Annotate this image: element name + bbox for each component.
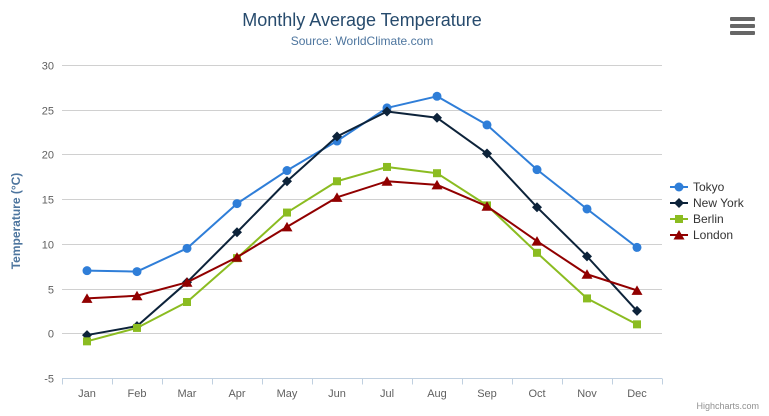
data-point-tokyo[interactable] [532, 165, 542, 175]
legend-item-berlin[interactable]: Berlin [670, 211, 744, 227]
data-point-tokyo[interactable] [132, 267, 142, 277]
data-point-berlin[interactable] [183, 297, 191, 306]
x-axis-label: May [277, 388, 298, 400]
chart-subtitle: Source: WorldClimate.com [290, 34, 434, 48]
data-point-new-york[interactable] [532, 202, 542, 213]
data-point-tokyo[interactable] [632, 242, 642, 252]
data-point-london[interactable] [581, 269, 593, 279]
chart-title: Monthly Average Temperature [242, 10, 482, 30]
data-point-new-york[interactable] [432, 112, 442, 123]
data-point-london[interactable] [381, 176, 393, 186]
y-axis-tick-label: 15 [42, 195, 54, 207]
data-point-new-york[interactable] [332, 131, 342, 142]
data-point-berlin[interactable] [283, 208, 291, 217]
data-point-berlin[interactable] [333, 177, 341, 186]
data-point-london[interactable] [331, 192, 343, 202]
data-point-berlin[interactable] [633, 320, 641, 329]
data-point-tokyo[interactable] [482, 120, 492, 130]
y-axis-tick-label: 30 [42, 61, 54, 73]
x-axis-label: Apr [228, 388, 245, 400]
data-point-london[interactable] [131, 290, 143, 301]
data-point-new-york[interactable] [582, 251, 592, 262]
x-axis-label: Feb [128, 388, 147, 400]
hamburger-icon [730, 17, 755, 21]
x-axis-label: Jul [380, 388, 394, 400]
legend-item-new-york[interactable]: New York [670, 195, 744, 211]
x-axis-label: Aug [427, 388, 447, 400]
x-axis-label: Jun [328, 388, 346, 400]
data-point-london[interactable] [81, 293, 93, 303]
legend-symbol-square-icon [670, 215, 688, 223]
legend-label: New York [693, 196, 744, 210]
data-point-tokyo[interactable] [232, 199, 242, 209]
legend-item-london[interactable]: London [670, 227, 744, 243]
data-point-new-york[interactable] [382, 106, 392, 117]
export-menu-button[interactable] [730, 17, 755, 35]
y-axis-title: Temperature (°C) [9, 172, 23, 270]
legend-label: London [693, 228, 734, 242]
legend-item-tokyo[interactable]: Tokyo [670, 179, 744, 195]
y-axis-tick-label: 10 [42, 240, 54, 252]
data-point-berlin[interactable] [433, 169, 441, 178]
x-axis-label: Nov [577, 388, 597, 400]
x-axis-label: Jan [78, 388, 96, 400]
highcharts-credit[interactable]: Highcharts.com [696, 401, 759, 411]
series-line-new-york[interactable] [86, 110, 638, 337]
data-point-berlin[interactable] [383, 162, 391, 171]
y-axis-tick-label: 0 [48, 329, 54, 341]
data-point-london[interactable] [631, 285, 643, 295]
x-axis-label: Dec [627, 388, 647, 400]
data-point-new-york[interactable] [282, 176, 292, 187]
legend-symbol-triangle-icon [670, 230, 688, 240]
x-axis-label: Sep [477, 388, 497, 400]
legend-symbol-circle-icon [670, 182, 688, 192]
legend: Tokyo New York Berlin London [670, 179, 744, 243]
y-axis-tick-label: 25 [42, 106, 54, 118]
y-axis-tick-label: 5 [48, 285, 54, 297]
series-line-london[interactable] [86, 180, 638, 300]
data-point-london[interactable] [431, 179, 443, 190]
data-point-new-york[interactable] [632, 305, 642, 316]
data-point-london[interactable] [531, 236, 543, 246]
data-point-tokyo[interactable] [182, 243, 192, 253]
data-point-berlin[interactable] [533, 248, 541, 257]
data-point-london[interactable] [481, 201, 493, 211]
data-point-new-york[interactable] [482, 148, 492, 159]
data-point-tokyo[interactable] [582, 204, 592, 214]
hamburger-icon [730, 31, 755, 35]
legend-label: Tokyo [693, 180, 725, 194]
data-point-berlin[interactable] [133, 323, 141, 332]
x-axis-label: Oct [528, 388, 545, 400]
legend-symbol-diamond-icon [670, 198, 688, 208]
data-point-london[interactable] [181, 277, 193, 287]
hamburger-icon [730, 24, 755, 28]
series-line-berlin[interactable] [86, 165, 638, 343]
data-point-tokyo[interactable] [432, 91, 442, 101]
data-point-new-york[interactable] [232, 227, 242, 238]
x-axis-label: Mar [178, 388, 197, 400]
data-point-berlin[interactable] [83, 337, 91, 346]
data-point-berlin[interactable] [583, 294, 591, 303]
series-line-tokyo[interactable] [86, 95, 638, 273]
y-axis-tick-label: -5 [44, 374, 54, 386]
data-point-london[interactable] [231, 252, 243, 262]
data-point-london[interactable] [281, 221, 293, 232]
y-axis-tick-label: 20 [42, 150, 54, 162]
legend-label: Berlin [693, 212, 724, 226]
data-point-tokyo[interactable] [282, 166, 292, 176]
data-point-tokyo[interactable] [82, 266, 92, 276]
